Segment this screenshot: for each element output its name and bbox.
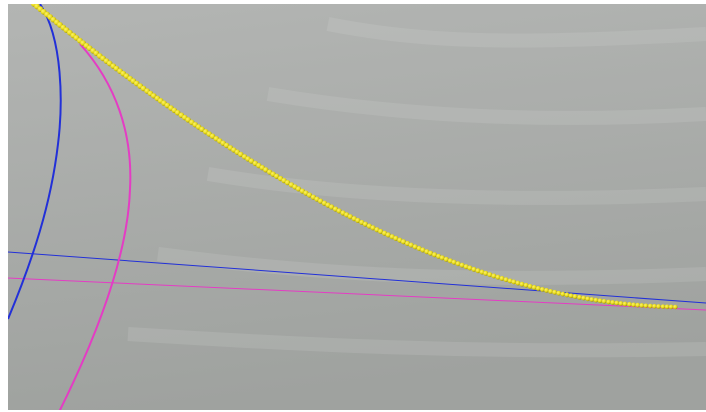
bead [572,294,578,299]
bead [668,304,674,310]
bead [507,278,513,284]
bead [443,256,449,262]
bead [648,303,653,309]
bead [428,250,434,256]
bead [581,295,587,301]
bead [585,296,591,302]
bead [471,266,477,272]
3d-scene-canvas[interactable] [8,4,706,410]
bead [274,173,280,179]
magenta-curve [58,43,132,410]
bead [511,279,517,285]
bead [540,287,545,292]
bead [355,217,361,224]
bead [370,225,376,231]
bead [263,167,269,173]
bead [475,268,481,274]
bead [378,228,384,234]
bead [627,302,632,307]
bead [606,299,611,305]
bead [412,244,418,250]
bead [673,304,678,310]
bead [284,180,291,186]
bead [503,277,509,283]
bead [393,235,399,241]
blue-curve [8,4,62,320]
blue-line [8,251,706,304]
bead [556,290,562,296]
bead [527,283,533,289]
bead [622,301,628,307]
yellow-bead-chain[interactable] [31,4,678,310]
bead [660,304,666,309]
bead [597,298,603,304]
bead [552,289,558,295]
bead [568,293,574,299]
background-streaks [127,17,706,358]
bead [347,214,353,220]
bead [432,252,438,258]
bead [317,198,324,204]
bead [564,292,570,298]
bead [487,272,493,278]
bead [491,273,497,279]
bead [577,295,582,300]
bead [639,303,645,308]
bead [385,232,391,238]
bead [519,281,525,287]
bead [362,221,368,227]
bead [306,192,313,198]
bead [463,264,469,270]
bead [560,291,566,297]
bead [593,297,599,303]
bead [499,276,505,281]
bead [455,261,461,267]
bead [479,269,485,275]
bead [295,186,302,192]
bead [635,302,641,308]
bead [459,262,465,268]
magenta-line [8,277,706,311]
bead [451,259,457,265]
bead [664,304,670,310]
bead [483,270,489,276]
bead [439,255,445,261]
bead [618,301,624,306]
bead [535,286,541,291]
bead [610,300,616,305]
bead [631,302,636,308]
bead [420,247,426,253]
bead [589,297,595,302]
bead [400,239,407,245]
bead [329,204,335,210]
bead [467,265,473,271]
bead [652,303,657,309]
bead [523,282,529,288]
bead [531,285,537,290]
bead [656,304,661,309]
bead [614,300,620,306]
bead [515,280,521,286]
bead [408,242,414,248]
bead [601,299,607,304]
bead [544,288,549,293]
bead [336,208,342,214]
bead [643,303,649,309]
bead [495,274,501,280]
bead [548,289,553,294]
